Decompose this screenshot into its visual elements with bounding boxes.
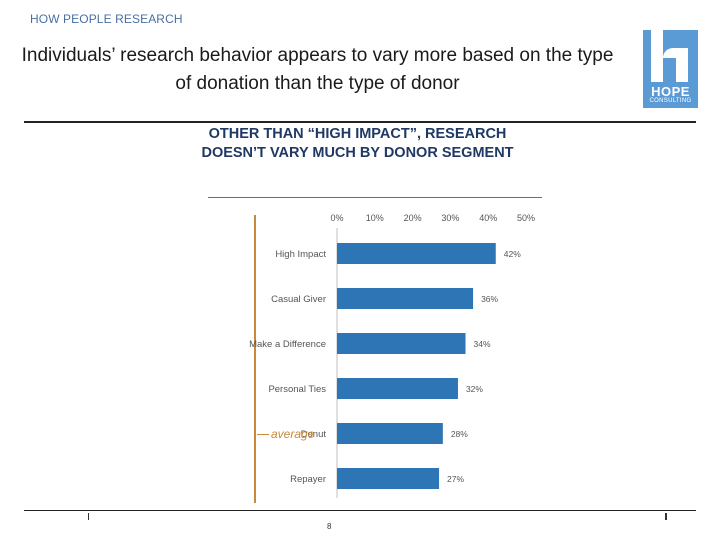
- data-label: 42%: [504, 249, 521, 259]
- x-tick-label: 30%: [441, 213, 459, 223]
- section-label: HOW PEOPLE RESEARCH: [30, 12, 183, 26]
- data-label: 28%: [451, 429, 468, 439]
- slide-title: Individuals’ research behavior appears t…: [21, 45, 614, 94]
- average-legend: average: [257, 427, 314, 441]
- x-tick-label: 40%: [479, 213, 497, 223]
- logo-subtitle: CONSULTING: [649, 98, 692, 104]
- bar: [337, 243, 496, 264]
- average-legend-label: average: [271, 427, 315, 441]
- bar: [337, 333, 466, 354]
- category-label: Make a Difference: [249, 339, 326, 350]
- x-tick-label: 20%: [404, 213, 422, 223]
- footer-mark-right: [665, 513, 667, 520]
- category-label: Casual Giver: [271, 294, 326, 305]
- bar: [337, 378, 458, 399]
- x-tick-label: 10%: [366, 213, 384, 223]
- x-tick-label: 50%: [517, 213, 535, 223]
- bar: [337, 423, 443, 444]
- data-label: 27%: [447, 474, 464, 484]
- category-label: Repayer: [290, 474, 326, 485]
- data-label: 36%: [481, 294, 498, 304]
- category-label: Personal Ties: [268, 384, 326, 395]
- chart-heading: OTHER THAN “HIGH IMPACT”, RESEARCH DOESN…: [201, 126, 514, 161]
- bar: [337, 288, 474, 309]
- data-label: 32%: [466, 384, 483, 394]
- header-divider: [24, 121, 696, 123]
- footer-divider: [24, 510, 696, 511]
- footer-mark-left: [88, 513, 89, 520]
- hope-consulting-logo: HOPE CONSULTING: [643, 30, 698, 108]
- category-label: High Impact: [275, 249, 326, 260]
- bar: [337, 468, 440, 489]
- x-tick-label: 0%: [330, 213, 343, 223]
- page-number: 8: [327, 522, 332, 531]
- data-label: 34%: [474, 339, 491, 349]
- heading-underline: [208, 197, 542, 198]
- category-label: Donut: [301, 429, 327, 440]
- logo-name: HOPE: [651, 84, 690, 99]
